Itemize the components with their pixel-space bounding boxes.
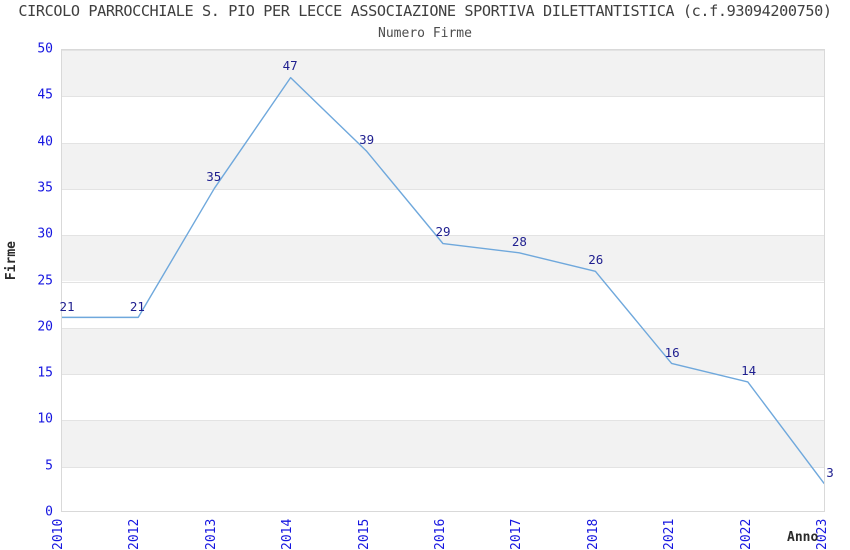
background-band	[62, 142, 824, 189]
point-value-label: 29	[435, 224, 451, 240]
y-tick-label: 20	[37, 319, 53, 335]
x-tick-label: 2017	[509, 518, 525, 550]
x-axis-title: Anno	[787, 530, 819, 545]
y-tick-label: 30	[37, 226, 53, 242]
gridline	[62, 466, 824, 468]
x-tick-label: 2016	[433, 518, 448, 550]
point-value-label: 28	[511, 233, 527, 249]
point-value-label: 26	[588, 252, 604, 268]
point-value-label: 21	[59, 298, 75, 314]
point-value-label: 16	[664, 344, 680, 360]
x-tick-label: 2015	[356, 518, 372, 550]
x-tick-label: 2022	[738, 518, 754, 550]
y-tick-label: 35	[37, 180, 53, 196]
gridline	[62, 142, 824, 144]
point-value-label: 35	[206, 168, 222, 184]
y-tick-label: 40	[37, 134, 53, 150]
line-series	[62, 76, 824, 485]
gridline	[62, 374, 824, 376]
x-tick-label: 2014	[280, 518, 296, 550]
y-tick-label: 25	[37, 273, 53, 288]
y-tick-label: 5	[45, 458, 53, 474]
gridline	[62, 327, 824, 329]
background-band	[62, 50, 824, 97]
gridline	[62, 235, 824, 237]
y-tick-label: 45	[37, 87, 53, 103]
y-tick-label: 50	[37, 41, 53, 57]
y-axis-title: Firme	[4, 241, 19, 281]
background-band	[62, 327, 824, 375]
gridline	[62, 420, 824, 422]
y-tick-label: 15	[37, 365, 53, 381]
y-tick-label: 0	[45, 504, 53, 520]
gridline	[62, 281, 824, 283]
x-tick-label: 2012	[127, 518, 143, 550]
gridline	[62, 50, 824, 51]
y-axis-ticks: 0 5 10 15 20 25 30 35 40 45 50	[0, 42, 53, 520]
gridline	[62, 96, 824, 98]
x-tick-label: 2013	[203, 518, 219, 550]
chart-subtitle: Numero Firme	[378, 26, 472, 41]
x-tick-label: 2018	[585, 518, 601, 550]
point-value-label: 14	[741, 363, 757, 379]
x-tick-label: 2021	[662, 518, 678, 550]
background-band	[62, 420, 824, 467]
point-value-label: 21	[129, 298, 145, 314]
plot-area	[61, 49, 825, 512]
gridline	[62, 188, 824, 190]
x-axis-ticks: 2010 2012 2013 2014 2015 2016 2017 2018 2021 2022…	[0, 512, 850, 550]
point-value-label: 3	[826, 465, 834, 481]
chart-title: CIRCOLO PARROCCHIALE S. PIO PER LECCE AS…	[18, 2, 832, 20]
x-tick-label: 2010	[51, 518, 66, 550]
y-tick-label: 10	[37, 411, 53, 427]
point-value-label: 47	[282, 57, 298, 73]
point-value-label: 39	[359, 131, 375, 147]
series-line	[62, 76, 824, 485]
